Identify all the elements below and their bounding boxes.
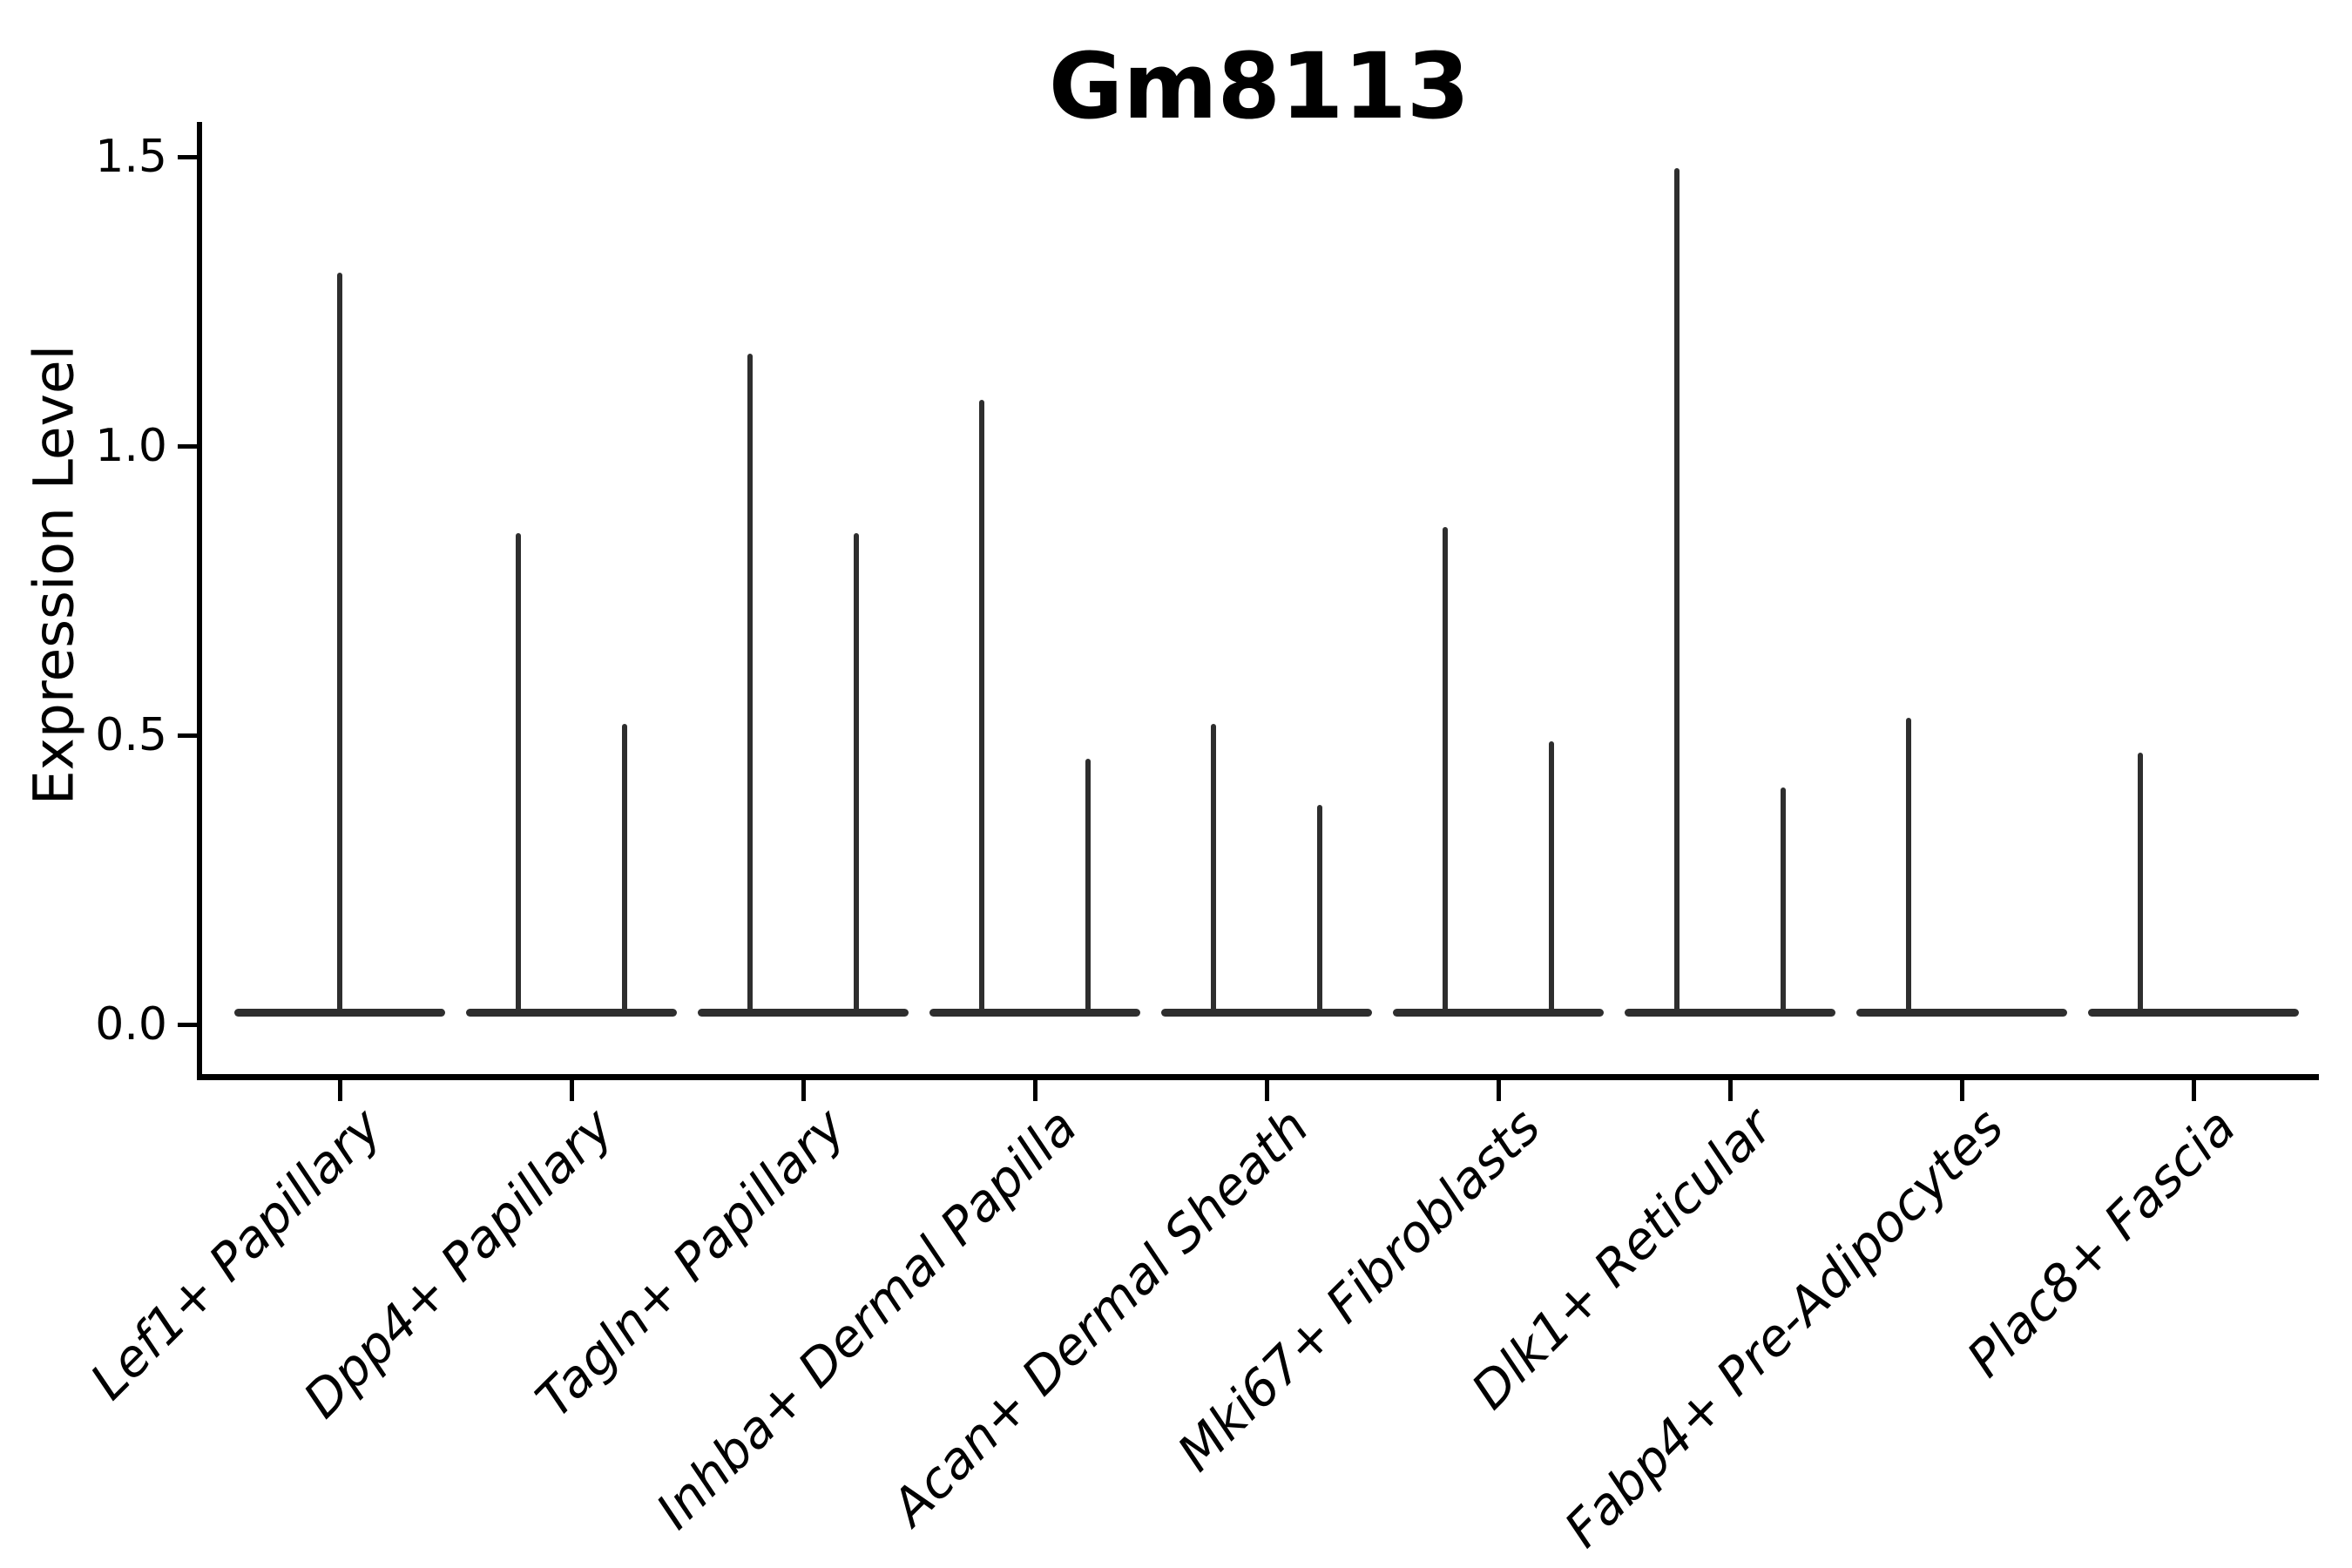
y-tick-label: 1.0 — [95, 420, 167, 472]
violin-body — [929, 1008, 1140, 1017]
y-tick-label: 0.0 — [95, 998, 167, 1051]
violin-spike — [1085, 758, 1091, 1016]
y-tick-label: 0.5 — [95, 709, 167, 761]
y-tick — [178, 1022, 199, 1027]
x-tick — [2191, 1080, 2196, 1101]
violin-spike — [1211, 723, 1216, 1016]
violin-body — [1856, 1008, 2067, 1017]
x-tick — [1496, 1080, 1501, 1101]
violin-spike — [979, 399, 984, 1016]
violin-spike — [1906, 718, 1911, 1016]
violin-spike — [1781, 787, 1786, 1016]
violin-spike — [337, 272, 342, 1016]
x-tick-label: Fabp4+ Pre-Adipocytes — [1553, 1097, 2016, 1559]
x-axis-spine — [197, 1074, 2319, 1080]
violin-spike — [1674, 168, 1680, 1016]
violin-spike — [854, 532, 859, 1016]
violin-body — [1161, 1008, 1372, 1017]
x-tick — [1959, 1080, 1964, 1101]
violin-spike — [622, 723, 627, 1016]
violin-spike — [1443, 526, 1448, 1016]
violin-body — [1393, 1008, 1604, 1017]
x-tick — [1032, 1080, 1037, 1101]
x-tick — [1727, 1080, 1733, 1101]
x-tick — [801, 1080, 806, 1101]
x-tick — [1264, 1080, 1269, 1101]
x-tick-label: Inhba+ Dermal Papilla — [645, 1097, 1089, 1541]
y-axis-label: Expression Level — [22, 344, 86, 806]
y-tick-label: 1.5 — [95, 131, 167, 183]
violin-spike — [516, 532, 521, 1016]
violin-spike — [747, 353, 753, 1016]
y-tick — [178, 443, 199, 449]
x-tick — [337, 1080, 342, 1101]
y-axis-spine — [197, 122, 202, 1080]
y-tick — [178, 733, 199, 738]
violin-body — [2088, 1008, 2299, 1017]
violin-spike — [1549, 740, 1554, 1016]
violin-body — [1625, 1008, 1835, 1017]
violin-spike — [1317, 804, 1322, 1016]
x-tick — [569, 1080, 574, 1101]
plot-title: Gm8113 — [1048, 33, 1470, 139]
x-tick-label: Acan+ Dermal Sheath — [880, 1097, 1321, 1538]
violin-body — [698, 1008, 909, 1017]
violin-body — [466, 1008, 677, 1017]
violin-spike — [2138, 752, 2143, 1016]
y-tick — [178, 154, 199, 159]
